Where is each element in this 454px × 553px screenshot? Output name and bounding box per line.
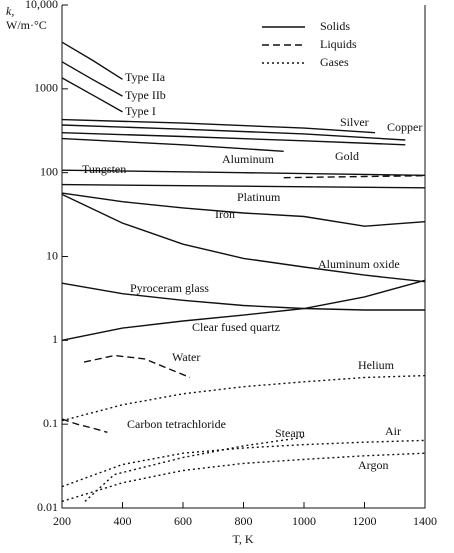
legend-label: Liquids	[320, 37, 357, 51]
series-label: Steam	[275, 426, 306, 440]
x-tick-label: 600	[174, 514, 192, 528]
line-series	[61, 439, 426, 488]
series-label: Carbon tetrachloride	[127, 417, 226, 431]
y-tick-label: 0.1	[43, 416, 58, 430]
series-label: Air	[385, 424, 401, 438]
line-series	[83, 354, 191, 379]
x-tick-label: 1400	[413, 514, 437, 528]
line-series	[61, 452, 426, 503]
line-series	[61, 169, 426, 176]
x-tick-label: 200	[53, 514, 71, 528]
series-label: Water	[172, 350, 200, 364]
line-series	[61, 279, 426, 341]
series-label: Pyroceram glass	[130, 281, 209, 295]
line-series	[61, 418, 108, 433]
y-tick-label: 0.01	[37, 500, 58, 514]
line-series	[61, 41, 123, 80]
x-tick-label: 1000	[292, 514, 316, 528]
series-label: Platinum	[237, 190, 281, 204]
x-tick-label: 800	[235, 514, 253, 528]
series-label: Argon	[358, 458, 388, 472]
x-tick-label: 1200	[353, 514, 377, 528]
line-series	[84, 436, 305, 502]
series-label: Type IIa	[125, 70, 166, 84]
x-axis-label: T, K	[232, 532, 253, 546]
series-label: Type IIb	[125, 88, 166, 102]
x-tick-label: 400	[114, 514, 132, 528]
y-tick-label: 1	[52, 332, 58, 346]
series-label: Tungsten	[82, 162, 126, 176]
y-tick-label: 10	[46, 248, 58, 262]
line-series	[61, 132, 406, 146]
y-tick-label: 100	[40, 164, 58, 178]
line-series	[61, 77, 123, 113]
line-series	[283, 175, 426, 179]
series-label: Iron	[215, 207, 235, 221]
line-series	[61, 124, 406, 141]
line-series	[61, 61, 123, 97]
line-series	[61, 374, 426, 422]
series-label: Clear fused quartz	[192, 320, 280, 334]
series-label: Silver	[340, 115, 369, 129]
series-label: Aluminum oxide	[318, 257, 400, 271]
series-label: Type I	[125, 104, 156, 118]
line-series	[61, 118, 376, 134]
y-tick-label: 1000	[34, 81, 58, 95]
legend-label: Solids	[320, 19, 350, 33]
y-axis-label: k,	[6, 4, 14, 18]
series-label: Aluminum	[222, 152, 275, 166]
series-label: Gold	[335, 149, 359, 163]
series-label: Copper	[387, 120, 422, 134]
line-series	[61, 183, 426, 189]
line-series	[61, 193, 426, 283]
y-tick-label: 10,000	[25, 0, 58, 11]
series-label: Helium	[358, 358, 395, 372]
line-series	[61, 137, 284, 152]
line-series	[61, 192, 426, 227]
line-series	[61, 282, 425, 311]
legend-label: Gases	[320, 55, 349, 69]
y-axis-label: W/m·°C	[6, 18, 47, 32]
